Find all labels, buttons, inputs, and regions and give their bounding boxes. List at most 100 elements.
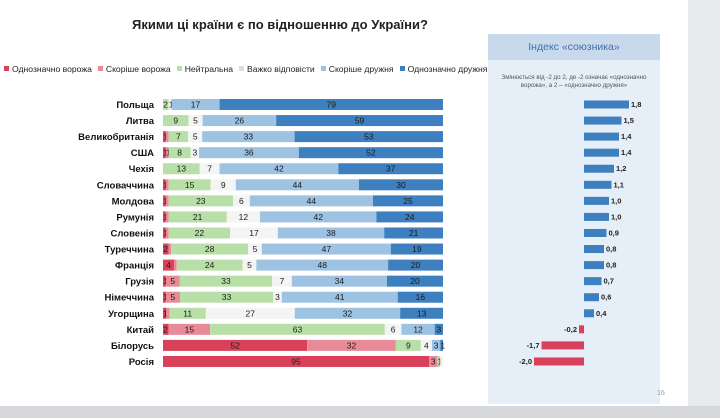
index-value-label: 0,4 [596, 309, 607, 318]
country-label: Франція [115, 261, 154, 272]
bar-value-label: 63 [293, 324, 303, 334]
bar-value-label: 16 [416, 292, 426, 302]
bar-value-label: 24 [205, 260, 215, 270]
page-number: 16 [657, 390, 665, 397]
legend-swatch [4, 66, 9, 71]
bar-value-label: 9 [221, 180, 226, 190]
index-value-label: 0,6 [601, 293, 611, 302]
bar-segment-neutral [163, 163, 200, 175]
bar-value-label: 3 [431, 356, 436, 366]
bar-segment-definitely_hostile [163, 275, 166, 287]
bar-segment-neutral [171, 243, 249, 255]
index-panel-note: Змінюється від -2 до 2, де -2 означає «о… [501, 74, 647, 89]
bar-value-label: 7 [207, 164, 212, 174]
bar-segment-rather_friendly [294, 307, 401, 319]
bar-segment-rather_hostile [166, 307, 170, 319]
bar-segment-neutral [168, 227, 231, 239]
country-label: Німеччина [105, 293, 155, 304]
index-bar [584, 228, 607, 237]
bar-segment-neutral [210, 323, 385, 335]
bar-segment-rather_hostile [168, 243, 172, 255]
bar-segment-definitely_friendly [440, 339, 443, 351]
bar-value-label: 47 [322, 244, 332, 254]
bar-segment-rather_hostile [307, 339, 396, 351]
index-bar [584, 164, 614, 173]
bar-segment-hard_to_say [210, 179, 236, 191]
legend-item-definitely_hostile: Однозначно ворожа [4, 64, 92, 74]
legend-swatch [239, 66, 245, 71]
bar-segment-hard_to_say [199, 163, 220, 175]
bar-segment-hard_to_say [230, 227, 278, 239]
bar-segment-rather_hostile [165, 195, 169, 207]
index-bar [584, 196, 609, 205]
bar-value-label: 22 [195, 228, 205, 238]
bar-segment-definitely_friendly [390, 243, 443, 255]
bar-segment-definitely_hostile [163, 323, 169, 335]
country-label: Великобританія [78, 132, 154, 143]
bar-value-label: 11 [183, 308, 192, 318]
bar-segment-rather_hostile [165, 211, 169, 223]
bar-segment-neutral [179, 291, 274, 303]
bar-segment-rather_friendly [431, 339, 441, 351]
bar-value-label: 1 [163, 180, 168, 190]
bar-value-label: 3 [193, 148, 198, 158]
bar-value-label: 1 [163, 212, 168, 222]
bar-value-label: 38 [326, 228, 336, 238]
bar-segment-hard_to_say [188, 131, 203, 143]
bar-value-label: 21 [193, 212, 203, 222]
bar-value-label: 21 [409, 228, 419, 238]
index-value-label: 0,9 [609, 228, 619, 237]
bar-value-label: 59 [355, 116, 365, 126]
bar-segment-neutral [168, 179, 211, 191]
index-value-label: 1,4 [621, 132, 632, 141]
bar-segment-definitely_friendly [359, 179, 443, 191]
legend-label: Важко відповісти [247, 64, 315, 74]
bar-segment-neutral [168, 211, 227, 223]
chart-legend: Однозначно ворожа Скоріше ворожа Нейтральн… [4, 64, 493, 78]
legend-label: Скоріше дружня [328, 64, 394, 74]
bar-value-label: 24 [405, 212, 415, 222]
country-label: Угорщина [108, 309, 155, 320]
bar-value-label: 5 [170, 276, 175, 286]
bar-value-label: 1 [163, 276, 168, 286]
bar-value-label: 1 [166, 148, 171, 158]
legend-item-definitely_friendly: Однозначно дружня [399, 64, 487, 74]
country-label: Польща [116, 100, 154, 111]
bar-segment-rather_friendly [249, 195, 373, 207]
bar-segment-rather_hostile [165, 227, 169, 239]
index-bar [584, 293, 599, 302]
bar-segment-definitely_hostile [163, 179, 166, 191]
bar-segment-definitely_hostile [163, 307, 167, 319]
index-bar [584, 180, 612, 189]
bar-segment-rather_friendly [291, 275, 387, 287]
bar-value-label: 1 [163, 308, 168, 318]
slide: Якими ці країни є по відношенню до Украї… [0, 0, 688, 406]
country-label: Грузія [125, 277, 154, 288]
index-bar [541, 341, 584, 350]
bar-segment-rather_friendly [202, 131, 295, 143]
bar-segment-hard_to_say [272, 275, 292, 287]
bar-value-label: 5 [253, 244, 258, 254]
country-label: Чехія [129, 164, 154, 175]
index-value-label: 1,0 [611, 196, 621, 205]
bar-segment-definitely_friendly [373, 195, 443, 207]
bar-segment-rather_friendly [235, 179, 359, 191]
legend-label: Скоріше ворожа [105, 64, 171, 74]
bar-value-label: 20 [410, 276, 420, 286]
bar-segment-hard_to_say [420, 339, 432, 351]
bar-segment-hard_to_say [273, 291, 282, 303]
bar-segment-hard_to_say [440, 355, 443, 367]
index-bar [584, 132, 619, 141]
bar-segment-rather_friendly [219, 163, 339, 175]
bar-segment-rather_hostile [165, 131, 169, 143]
bar-segment-definitely_hostile [163, 259, 174, 271]
bar-value-label: 1 [169, 100, 174, 110]
index-bar [584, 245, 604, 254]
bar-value-label: 33 [244, 132, 254, 142]
bar-segment-hard_to_say [190, 147, 200, 159]
legend-item-neutral: Нейтральна [176, 64, 233, 74]
index-value-label: 1,8 [631, 100, 641, 109]
bar-segment-definitely_friendly [397, 291, 443, 303]
index-bar [584, 212, 609, 221]
bar-segment-definitely_friendly [376, 211, 443, 223]
